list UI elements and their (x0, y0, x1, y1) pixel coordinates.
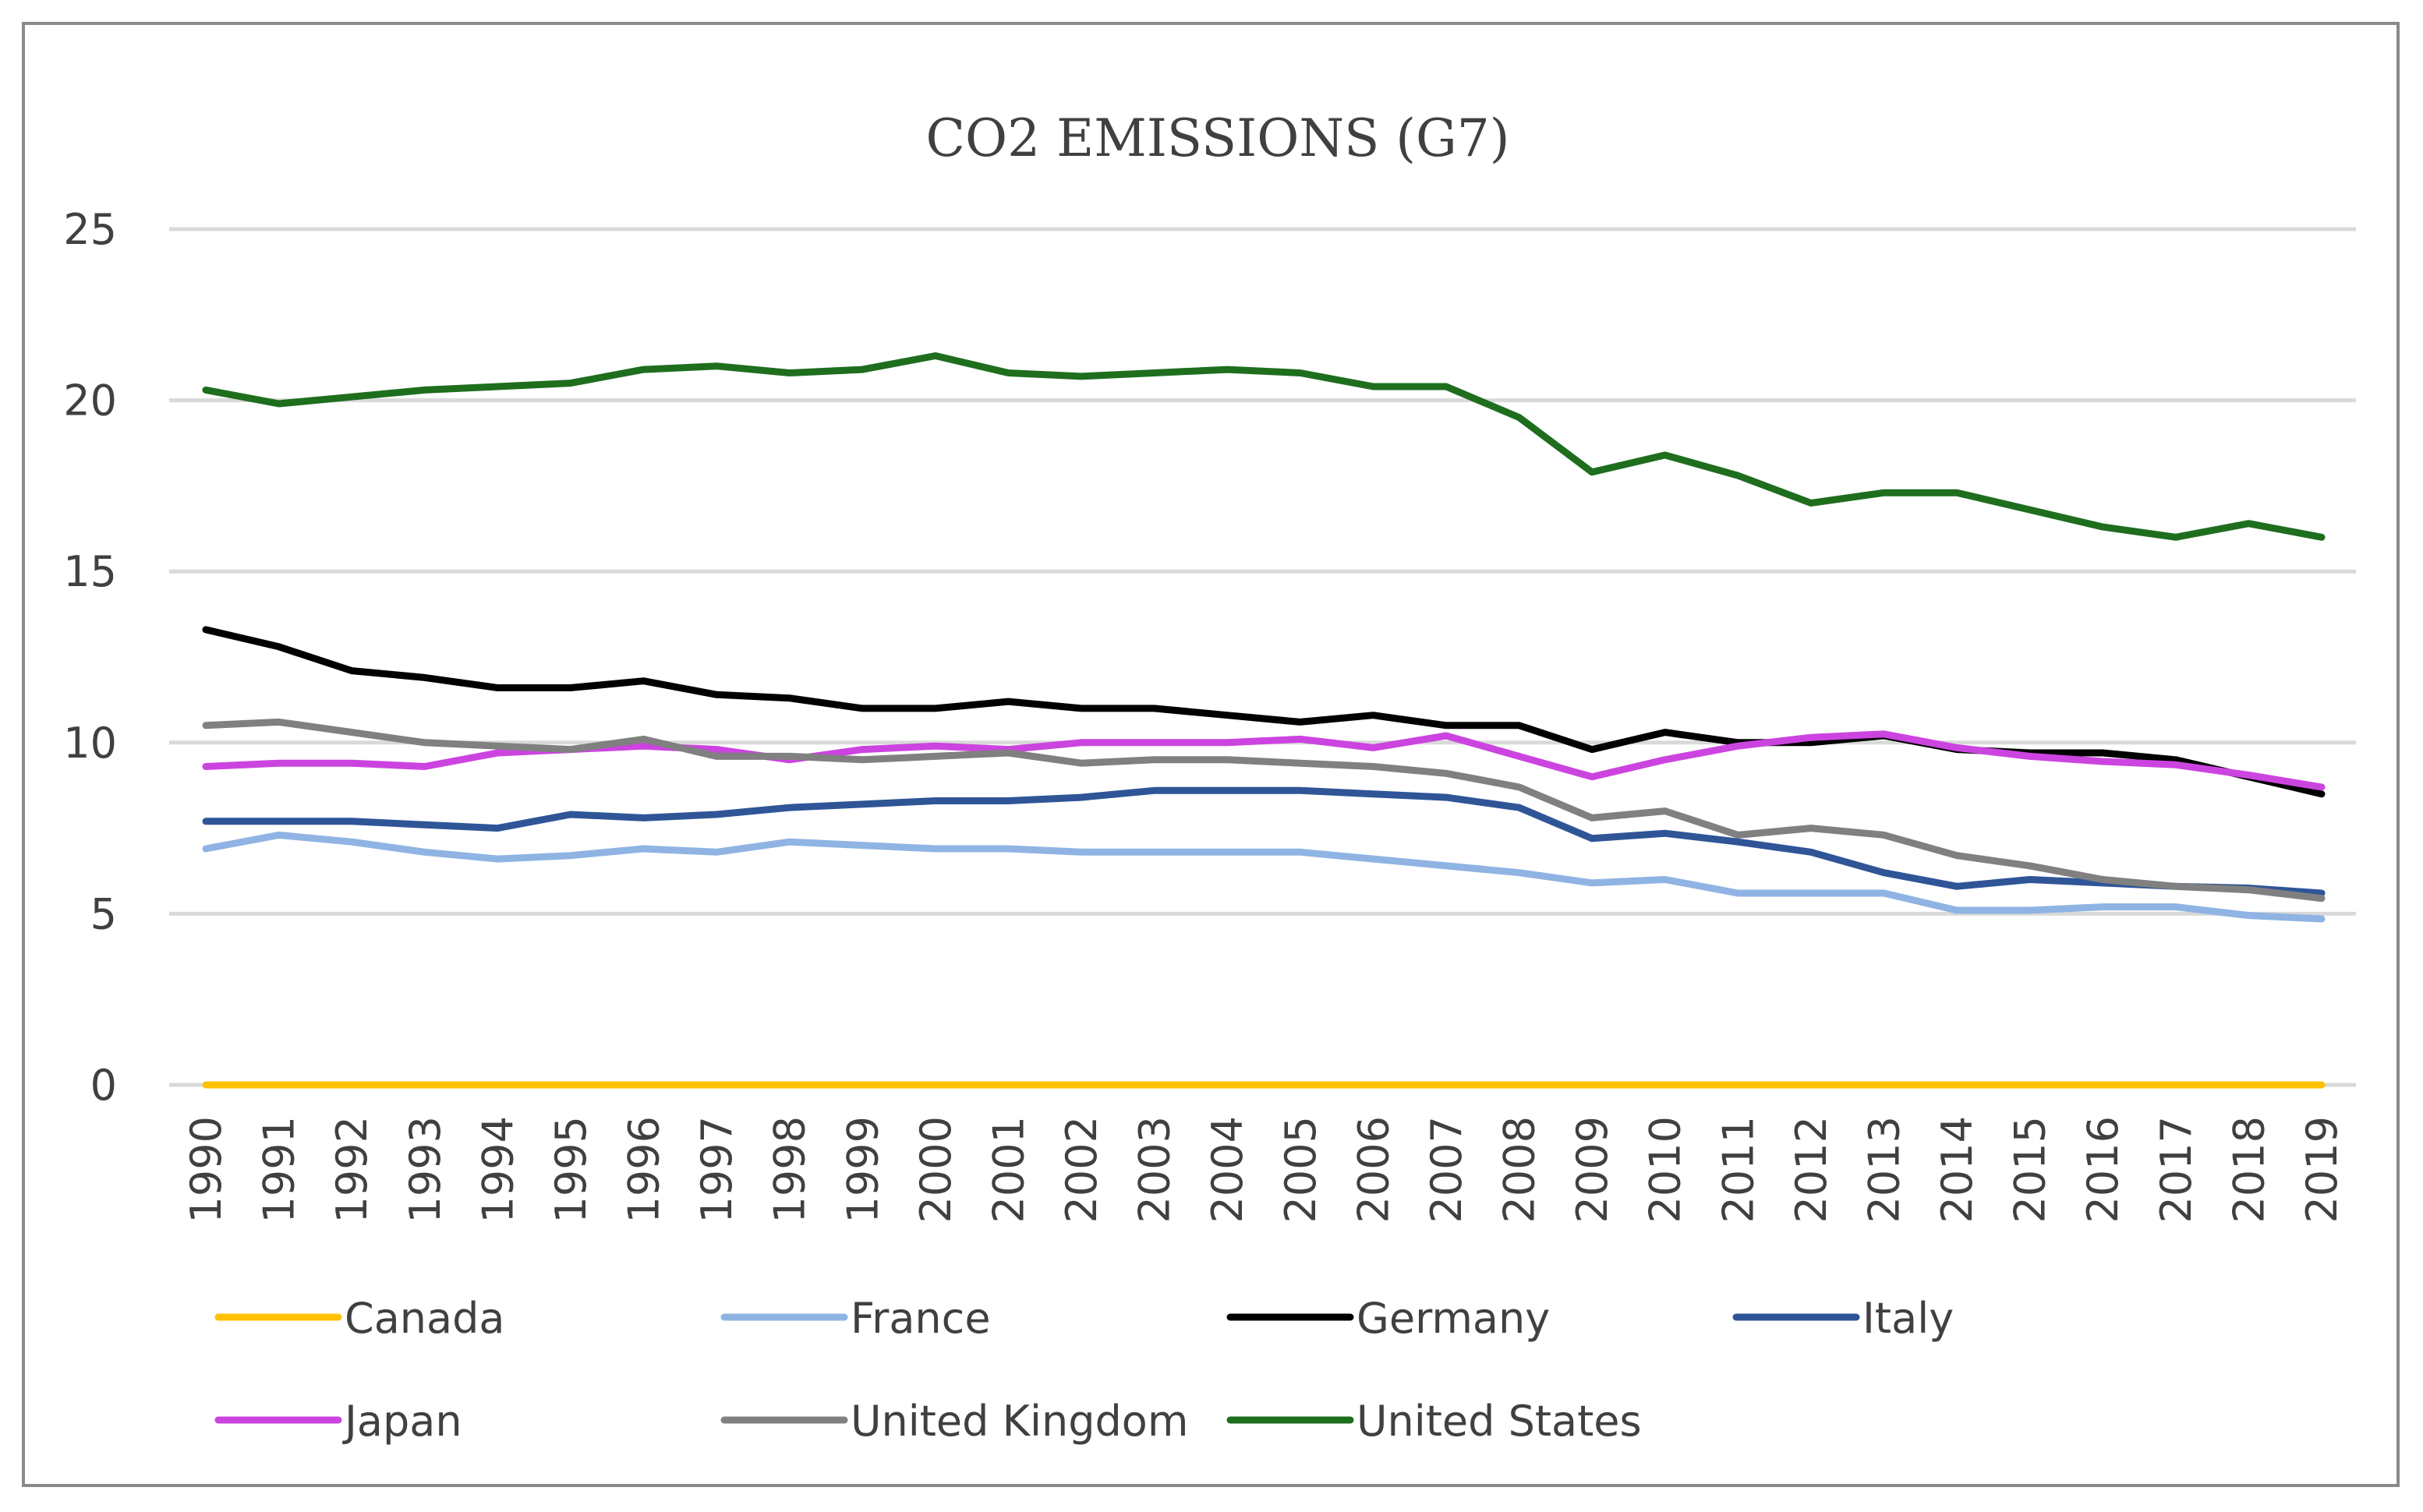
y-tick-label: 10 (63, 719, 117, 768)
x-tick-label: 1992 (327, 1116, 377, 1223)
legend-label: Italy (1862, 1294, 1954, 1343)
x-tick-label: 2013 (1859, 1116, 1908, 1223)
legend-label: United States (1357, 1397, 1642, 1446)
legend-item: Italy (1732, 1294, 1954, 1343)
series-line-italy (202, 786, 2326, 897)
legend-item: France (720, 1294, 991, 1343)
x-tick-label: 1993 (401, 1116, 450, 1223)
x-tick-label: 2008 (1495, 1116, 1544, 1223)
legend-label: Japan (342, 1397, 462, 1446)
x-tick-label: 1990 (182, 1116, 231, 1223)
x-tick-label: 1994 (473, 1116, 522, 1223)
chart-frame: CO2 EMISSIONS (G7) 0 5 10 15 20 25 1990 1991 19… (22, 22, 2400, 1487)
legend: Canada France Germany Italy Japan United King… (214, 1294, 1954, 1446)
x-tick-label: 2005 (1276, 1116, 1325, 1223)
x-tick-label: 2017 (2152, 1116, 2201, 1223)
x-tick-label: 2016 (2078, 1116, 2128, 1223)
y-tick-label: 5 (90, 889, 117, 938)
x-tick-label: 2003 (1130, 1116, 1180, 1223)
x-tick-label: 2002 (1057, 1116, 1106, 1223)
legend-item: United Kingdom (720, 1397, 1188, 1446)
x-tick-label: 2007 (1422, 1116, 1471, 1223)
x-tick-label: 1991 (255, 1116, 304, 1223)
series-line-germany (202, 626, 2326, 798)
legend-label: France (851, 1294, 991, 1343)
x-tick-label: 2010 (1641, 1116, 1690, 1223)
x-tick-label: 1997 (692, 1116, 741, 1223)
x-tick-label: 2015 (2006, 1116, 2055, 1223)
x-tick-label: 2001 (984, 1116, 1033, 1223)
y-tick-label: 25 (63, 205, 117, 254)
legend-item: Germany (1226, 1294, 1550, 1343)
x-tick-label: 1996 (620, 1116, 669, 1223)
series-line-united-kingdom (202, 718, 2326, 903)
y-axis-ticks: 0 5 10 15 20 25 (63, 205, 117, 1110)
x-tick-label: 1998 (766, 1116, 815, 1223)
x-tick-label: 2006 (1349, 1116, 1398, 1223)
y-tick-label: 0 (90, 1061, 117, 1110)
gridlines (169, 227, 2356, 1087)
y-tick-label: 20 (63, 376, 117, 426)
x-tick-label: 1999 (838, 1116, 887, 1223)
x-tick-label: 2009 (1568, 1116, 1617, 1223)
y-tick-label: 15 (63, 547, 117, 596)
x-axis-ticks: 1990 1991 1992 1993 1994 1995 1996 1997 1998 1999… (182, 1116, 2347, 1223)
legend-item: United States (1226, 1397, 1642, 1446)
x-tick-label: 1995 (547, 1116, 596, 1223)
legend-label: Germany (1357, 1294, 1550, 1343)
x-tick-label: 2018 (2224, 1116, 2273, 1223)
x-tick-label: 2004 (1203, 1116, 1252, 1223)
x-tick-label: 2011 (1714, 1116, 1763, 1223)
series-lines (202, 352, 2326, 1089)
legend-label: United Kingdom (851, 1397, 1188, 1446)
legend-item: Canada (214, 1294, 504, 1343)
x-tick-label: 2014 (1933, 1116, 1982, 1223)
series-line-united-states (202, 352, 2326, 541)
series-line-france (202, 831, 2326, 923)
x-tick-label: 2019 (2297, 1116, 2347, 1223)
chart-title: CO2 EMISSIONS (G7) (925, 108, 1509, 168)
legend-label: Canada (345, 1294, 504, 1343)
x-tick-label: 2012 (1787, 1116, 1836, 1223)
x-tick-label: 2000 (911, 1116, 960, 1223)
legend-item: Japan (214, 1397, 462, 1446)
